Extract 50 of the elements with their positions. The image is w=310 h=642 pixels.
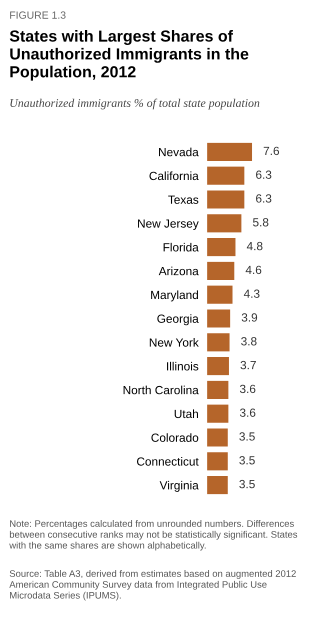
source-note: Source: Table A3, derived from estimates based on augmented 2012 American Community Survey data from Integrated Public Use Microdata Series (IPUMS). [9,570,296,601]
bar [207,166,244,185]
bar [207,380,228,399]
bar [207,214,242,232]
data-label: 3.6 [240,384,256,394]
bar [207,286,233,304]
bar [207,428,228,447]
y-tick-label: New Jersey [138,219,199,230]
y-tick-label: Nevada [159,148,199,156]
y-tick-label: North Carolina [124,386,199,394]
y-tick-label: Virginia [160,480,199,492]
data-label: 3.7 [240,360,256,370]
y-tick-label: Illinois [167,362,198,370]
data-label: 4.6 [246,266,262,274]
bar [207,476,228,494]
y-tick-label: New York [150,338,199,347]
y-tick-label: Maryland [151,290,198,302]
bar [207,404,228,423]
y-tick-label: California [149,171,199,180]
y-tick-label: Arizona [158,266,199,276]
chart-subtitle: Unauthorized immigrants % of total state population [10,98,260,110]
data-label: 7.6 [264,146,280,156]
bar [207,452,228,470]
y-tick-label: Connecticut [137,457,199,466]
bar [207,309,230,328]
bar [207,238,236,256]
data-label: 3.6 [240,408,256,417]
data-label: 3.9 [242,313,258,322]
data-label: 6.3 [256,194,272,203]
chart-title: States with Largest Shares of Unauthorized Immigrants in the Population, 2012 [10,30,248,81]
y-tick-label: Florida [164,242,199,252]
bar [207,190,244,209]
y-tick-label: Georgia [157,314,199,326]
data-label: 3.5 [239,432,255,441]
caption: FIGURE 1.3 [10,11,66,19]
bar [207,333,230,352]
bar [207,262,234,280]
bar [207,142,252,161]
data-label: 5.8 [252,218,268,226]
data-label: 6.3 [256,170,272,179]
text: Note: Percentages calculated from unrounded numbers. Differences between consecutive ranks may not be statistically significant. States with the same shares are shown alphabetically. [9,520,298,551]
data-label: 4.8 [246,242,262,250]
y-tick-label: Texas [168,196,198,204]
y-tick-label: Utah [174,409,198,418]
data-label: 4.3 [244,290,260,298]
data-label: 3.5 [239,456,255,464]
bar [207,357,229,376]
y-tick-label: Colorado [151,433,198,442]
data-label: 3.8 [241,337,257,346]
data-label: 3.5 [239,480,255,488]
